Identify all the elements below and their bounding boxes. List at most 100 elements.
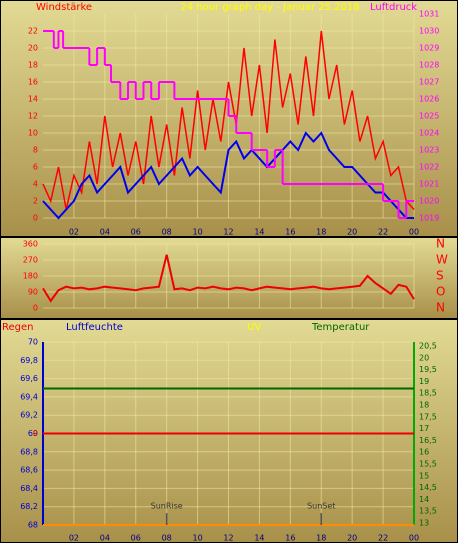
x-tick-label: 00 <box>409 534 419 543</box>
y-tick-label: 1027 <box>419 78 439 87</box>
y-tick-label: 0 <box>33 304 38 313</box>
y-tick-label: 1026 <box>419 95 439 104</box>
y-tick-label: 2 <box>33 197 38 206</box>
x-tick-label: 08 <box>162 228 172 237</box>
y-tick-label: 19 <box>419 377 429 386</box>
y-tick-label: 1020 <box>419 197 439 206</box>
x-tick-label: 18 <box>316 534 326 543</box>
y-tick-label: 270 <box>23 256 38 265</box>
y-tick-label: 0 <box>33 214 38 223</box>
y-tick-label: 14,5 <box>419 483 437 492</box>
annotation: SunRise <box>151 502 183 511</box>
y-tick-label: 16,5 <box>419 436 437 445</box>
legend-label: Windstärke <box>36 2 92 13</box>
y-tick-label: 68,8 <box>20 447 38 456</box>
y-tick-label: 4 <box>33 180 38 189</box>
x-tick-label: 00 <box>409 228 419 237</box>
y-tick-label: O <box>436 285 445 299</box>
series-line <box>42 131 414 220</box>
x-tick-label: 12 <box>223 228 233 237</box>
x-tick-label: 02 <box>69 534 79 543</box>
y-tick-label: 0 <box>33 429 38 438</box>
y-tick-label: 16 <box>28 78 38 87</box>
y-tick-label: 69,4 <box>20 392 38 401</box>
y-tick-label: 1030 <box>419 27 439 36</box>
x-tick-label: 14 <box>254 228 264 237</box>
y-tick-label: 10 <box>28 129 38 138</box>
y-tick-label: 12 <box>28 112 38 121</box>
x-tick-label: 12 <box>223 534 233 543</box>
legend-label: Temperatur <box>311 322 370 333</box>
y-tick-label: 13,5 <box>419 507 437 516</box>
y-tick-label: 68,6 <box>20 466 38 475</box>
y-tick-label: 14 <box>28 95 38 104</box>
annotation: SunSet <box>307 502 335 511</box>
y-tick-label: N <box>436 301 445 315</box>
y-tick-label: 18 <box>419 401 429 410</box>
y-tick-label: 69,6 <box>20 374 38 383</box>
y-tick-label: 69,2 <box>20 411 38 420</box>
y-tick-label: 14 <box>419 495 429 504</box>
y-tick-label: 6 <box>33 163 38 172</box>
y-tick-label: 17,5 <box>419 412 437 421</box>
y-tick-label: 68,2 <box>20 502 38 511</box>
y-tick-label: 20,5 <box>419 342 437 351</box>
legend-label: Regen <box>2 322 34 333</box>
chart-title: 24 hour graph day - Januar 25.2018 <box>180 2 359 13</box>
y-tick-label: S <box>436 269 444 283</box>
x-tick-label: 16 <box>285 534 295 543</box>
x-tick-label: 10 <box>192 228 202 237</box>
x-tick-label: 22 <box>378 534 388 543</box>
y-tick-label: 18,5 <box>419 389 437 398</box>
series-line <box>42 30 415 211</box>
y-tick-label: 16 <box>419 448 429 457</box>
x-tick-label: 10 <box>192 534 202 543</box>
y-tick-label: 70 <box>28 338 38 347</box>
y-tick-label: 1019 <box>419 214 439 223</box>
y-tick-label: 68,4 <box>20 484 38 493</box>
y-tick-label: 8 <box>33 146 38 155</box>
legend-label: Luftfeuchte <box>66 322 123 333</box>
legend-label: UV <box>247 322 261 333</box>
y-tick-label: 22 <box>28 27 38 36</box>
y-tick-label: 20 <box>28 44 38 53</box>
x-tick-label: 02 <box>69 228 79 237</box>
x-tick-label: 08 <box>162 534 172 543</box>
y-tick-label: 90 <box>28 288 38 297</box>
y-tick-label: 1023 <box>419 146 439 155</box>
x-tick-label: 16 <box>285 228 295 237</box>
y-tick-label: 69 <box>28 429 38 438</box>
y-tick-label: 17 <box>419 424 429 433</box>
series-line <box>42 254 415 303</box>
y-tick-label: 69,8 <box>20 356 38 365</box>
y-tick-label: 68 <box>28 521 38 530</box>
y-tick-label: 1028 <box>419 61 439 70</box>
y-tick-label: W <box>436 253 448 267</box>
y-tick-label: 1029 <box>419 44 439 53</box>
legend-label: Luftdruck <box>370 2 417 13</box>
y-tick-label: N <box>436 237 445 251</box>
y-tick-label: 1031 <box>419 10 439 19</box>
x-tick-label: 22 <box>378 228 388 237</box>
y-tick-label: 1022 <box>419 163 439 172</box>
x-tick-label: 06 <box>131 534 141 543</box>
y-tick-label: 1021 <box>419 180 439 189</box>
y-tick-label: 13 <box>419 519 429 528</box>
y-tick-label: 1025 <box>419 112 439 121</box>
y-tick-label: 19,5 <box>419 365 437 374</box>
x-tick-label: 04 <box>100 534 110 543</box>
x-tick-label: 20 <box>347 534 357 543</box>
y-tick-label: 18 <box>28 61 38 70</box>
y-tick-label: 1024 <box>419 129 439 138</box>
x-tick-label: 06 <box>131 228 141 237</box>
x-tick-label: 04 <box>100 228 110 237</box>
y-tick-label: 20 <box>419 353 429 362</box>
y-tick-label: 360 <box>23 240 38 249</box>
y-tick-label: 15,5 <box>419 460 437 469</box>
y-tick-label: 180 <box>23 272 38 281</box>
y-tick-label: 15 <box>419 471 429 480</box>
x-tick-label: 20 <box>347 228 357 237</box>
x-tick-label: 14 <box>254 534 264 543</box>
x-tick-label: 18 <box>316 228 326 237</box>
